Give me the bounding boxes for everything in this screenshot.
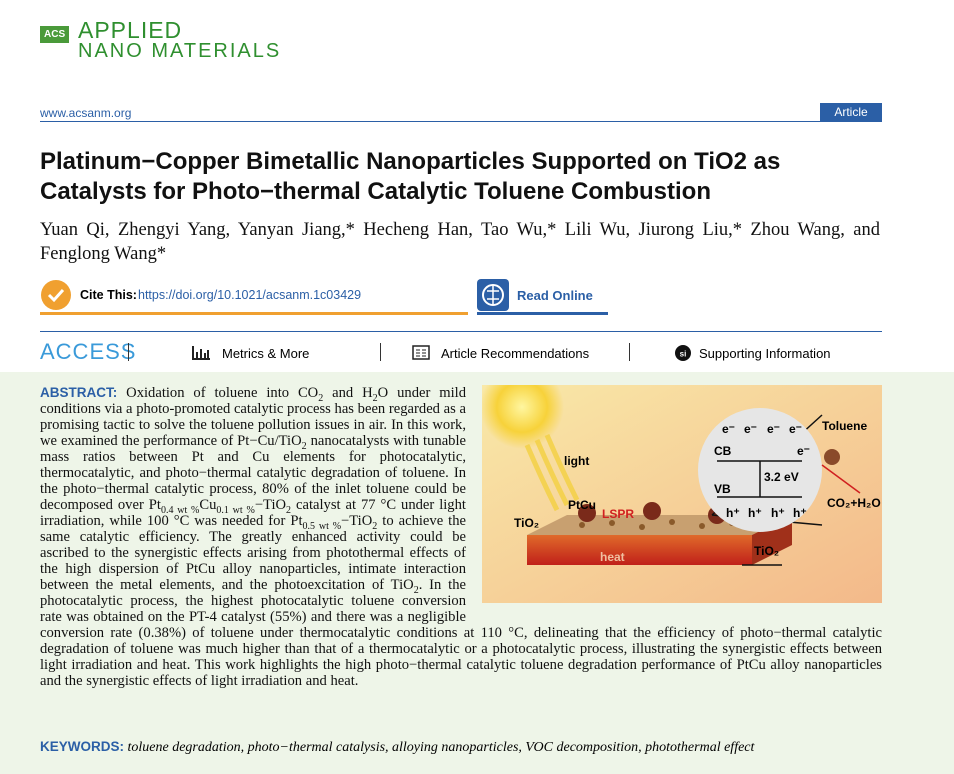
subscript: 2 [413, 584, 419, 596]
supporting-link[interactable]: Supporting Information [699, 346, 831, 361]
label-toluene: Toluene [822, 419, 867, 433]
globe-icon [477, 279, 509, 311]
label-gap: 3.2 eV [764, 470, 799, 484]
subscript: 2 [318, 392, 324, 404]
label-electron: e⁻ [797, 444, 810, 458]
label-tio2: TiO₂ [514, 516, 539, 530]
metrics-icon [192, 346, 210, 360]
doi-link[interactable]: https://doi.org/10.1021/acsanm.1c03429 [138, 288, 362, 302]
label-hole: h⁺ [726, 506, 740, 520]
abstract-run: . In the photocatalytic process, the hig… [40, 577, 882, 689]
abstract-run: −TiO [254, 497, 287, 513]
read-online[interactable]: Read Online [477, 279, 608, 315]
recommendations-link[interactable]: Article Recommendations [441, 346, 590, 361]
subscript: 0.1 wt % [216, 504, 255, 516]
si-icon: si [675, 345, 691, 361]
cite-label: Cite This: [80, 288, 137, 302]
label-lspr: LSPR [602, 507, 634, 521]
read-online-label[interactable]: Read Online [517, 288, 593, 303]
label-electron: e⁻ [722, 422, 735, 436]
label-electron: e⁻ [789, 422, 802, 436]
toc-graphic: light PtCu LSPR TiO₂ heat TiO₂ e⁻ e⁻ e⁻ … [482, 385, 882, 603]
authors: Yuan Qi, Zhengyi Yang, Yanyan Jiang,* He… [40, 220, 880, 264]
label-heat: heat [600, 550, 625, 564]
subscript: 2 [286, 504, 292, 516]
subscript: 2 [372, 520, 378, 532]
separator [629, 343, 630, 361]
logo-badge: ACS [40, 26, 70, 43]
separator [128, 343, 129, 361]
metrics-link[interactable]: Metrics & More [222, 346, 310, 361]
keywords: KEYWORDS: toluene degradation, photo−the… [40, 739, 882, 756]
abstract-run: −TiO [341, 513, 373, 529]
label-tio2: TiO₂ [754, 544, 779, 558]
logo-top: APPLIED [78, 17, 183, 43]
title: Platinum−Copper Bimetallic Nanoparticles… [40, 148, 781, 205]
svg-text:si: si [680, 350, 687, 359]
subscript: 0.4 wt % [160, 504, 200, 516]
abstract-run: O under mild conditions via a photo-prom… [40, 385, 466, 449]
label-electron: e⁻ [744, 422, 757, 436]
label-electron: e⁻ [767, 422, 780, 436]
label-products: CO₂+H₂O [827, 496, 881, 510]
rule [40, 331, 882, 332]
keywords-text: toluene degradation, photo−thermal catal… [127, 740, 755, 755]
rule [40, 121, 882, 122]
logo-bottom: NANO MATERIALS [78, 40, 282, 62]
separator [380, 343, 381, 361]
journal-url[interactable]: www.acsanm.org [40, 106, 132, 120]
abstract-run: nanocatalysts with tunable mass ratios b… [40, 433, 466, 513]
subscript: 0.5 wt % [302, 520, 342, 532]
abstract-run: and H [323, 385, 373, 401]
abstract-label: ABSTRACT: [40, 385, 118, 400]
abstract-text: Oxidation of toluene into CO2 and H2O un… [40, 385, 882, 689]
cite-box: Cite This: https://doi.org/10.1021/acsan… [40, 279, 468, 315]
label-ptcu: PtCu [568, 498, 596, 512]
subscript: 2 [301, 440, 307, 452]
subscript: 2 [372, 392, 378, 404]
label-vb: VB [714, 482, 731, 496]
abstract-run: catalyst at 77 °C under light irradiatio… [40, 497, 466, 529]
label-light: light [564, 454, 589, 468]
label-cb: CB [714, 444, 732, 458]
abstract-run: Oxidation of toluene into CO [126, 385, 319, 401]
abstract: light PtCu LSPR TiO₂ heat TiO₂ e⁻ e⁻ e⁻ … [40, 385, 882, 689]
keywords-label: KEYWORDS: [40, 739, 124, 754]
abstract-run: Cu [199, 497, 217, 513]
recommend-icon [412, 345, 430, 360]
article-type: Article [820, 103, 882, 122]
label-hole: h⁺ [748, 506, 762, 520]
label-hole: h⁺ [793, 506, 807, 520]
abstract-run: to achieve the same catalytic efficiency… [40, 513, 466, 593]
label-hole: h⁺ [771, 506, 785, 520]
access-label: ACCESS [40, 339, 137, 364]
cite-icon [41, 280, 71, 310]
